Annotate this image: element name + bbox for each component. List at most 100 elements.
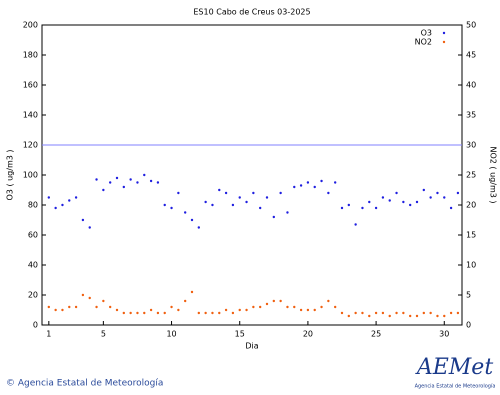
data-point [74, 196, 78, 199]
y2-tick-label: 0 [466, 321, 471, 330]
data-point [333, 305, 337, 309]
data-point [108, 305, 112, 309]
data-point [238, 308, 241, 312]
data-point [422, 311, 426, 315]
data-point [429, 311, 432, 315]
data-point [299, 308, 303, 312]
data-point [265, 196, 269, 199]
data-point [54, 206, 57, 210]
data-point [47, 196, 51, 199]
data-point [456, 191, 460, 195]
data-point [129, 178, 132, 181]
data-point [115, 308, 119, 312]
data-point [313, 308, 316, 312]
data-point [61, 308, 64, 312]
data-point [238, 196, 241, 199]
y-tick-label: 140 [23, 111, 38, 120]
data-point [402, 200, 405, 204]
y-tick-label: 60 [28, 231, 38, 240]
data-point [149, 308, 153, 312]
data-point [388, 314, 391, 318]
y-tick-label: 100 [23, 171, 38, 180]
data-point [388, 199, 391, 202]
data-point [354, 311, 357, 315]
data-point [293, 305, 296, 309]
data-point [402, 311, 405, 315]
data-point [252, 305, 255, 309]
data-point [456, 311, 460, 315]
logo-caption: Agencia Estatal de Meteorología [415, 383, 496, 390]
logo: AEMet [415, 355, 493, 380]
data-point [136, 181, 139, 184]
y2-axis-label: NO2 ( ug/m3 ) [489, 147, 498, 204]
data-point [408, 203, 412, 207]
data-point [361, 206, 364, 210]
data-point [177, 191, 180, 195]
data-point [156, 311, 160, 315]
data-point [204, 200, 207, 204]
data-point [279, 299, 282, 303]
data-point [74, 305, 78, 309]
y2-tick-label: 25 [466, 171, 476, 180]
data-point [102, 299, 105, 303]
chart-title: ES10 Cabo de Creus 03-2025 [193, 8, 310, 17]
data-point [88, 296, 91, 300]
data-point [68, 305, 71, 309]
data-point [279, 191, 282, 195]
data-point [293, 185, 296, 189]
data-point [218, 311, 221, 315]
data-point [320, 179, 323, 183]
data-point [443, 196, 446, 199]
data-point [340, 206, 344, 210]
data-point [299, 184, 303, 187]
data-point [272, 299, 276, 303]
data-point [415, 200, 419, 204]
data-point [327, 191, 330, 195]
data-point [211, 311, 214, 315]
data-point [47, 305, 51, 309]
data-point [340, 311, 344, 315]
data-point [443, 314, 446, 318]
data-point [218, 188, 221, 192]
x-tick-label: 15 [235, 330, 245, 339]
data-point [306, 181, 310, 184]
y2-tick-label: 10 [466, 261, 476, 270]
data-point [368, 200, 371, 204]
x-tick-label: 10 [166, 330, 176, 339]
data-point [163, 203, 166, 207]
data-point [381, 311, 385, 315]
legend-marker [442, 31, 446, 35]
data-point [231, 203, 235, 207]
data-point [224, 191, 228, 195]
data-point [436, 191, 439, 195]
data-point [327, 299, 330, 303]
y-axis-label: O3 ( ug/m3 ) [6, 150, 15, 201]
data-point [95, 178, 98, 181]
data-point [81, 293, 85, 297]
data-point [361, 311, 364, 315]
data-point [183, 299, 187, 303]
legend-marker [442, 40, 446, 44]
data-point [258, 206, 262, 210]
data-point [183, 211, 187, 214]
data-point [306, 308, 310, 312]
data-point [54, 308, 57, 312]
data-point [422, 188, 426, 192]
data-point [313, 185, 316, 189]
data-point [429, 196, 432, 199]
data-point [286, 305, 289, 309]
y-tick-label: 120 [23, 141, 38, 150]
data-point [61, 203, 64, 207]
legend-label: NO2 [415, 38, 432, 47]
x-tick-label: 30 [439, 330, 449, 339]
data-point [395, 191, 398, 195]
y-tick-label: 160 [23, 81, 38, 90]
data-point [149, 179, 153, 183]
data-point [170, 305, 173, 309]
x-tick-label: 5 [101, 330, 106, 339]
data-point [211, 203, 214, 207]
data-point [95, 305, 98, 309]
data-point [129, 311, 132, 315]
